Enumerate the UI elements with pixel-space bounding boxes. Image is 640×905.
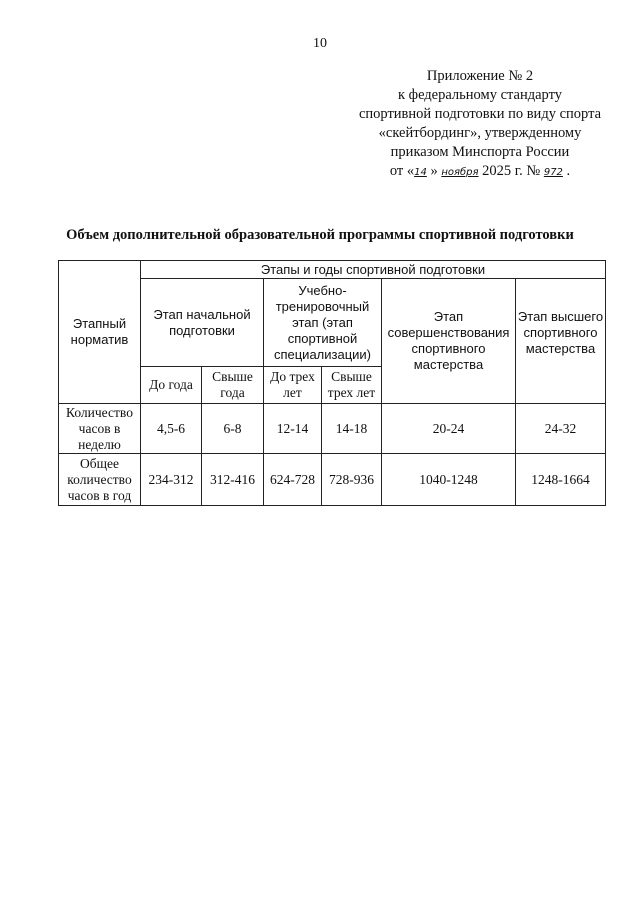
group-header: Этапы и годы спортивной подготовки xyxy=(140,260,606,279)
stage-header: Этап начальной подготовки xyxy=(140,278,264,367)
handwritten-month: ноября xyxy=(441,167,479,178)
cell: 24-32 xyxy=(515,403,606,454)
date-year: 2025 г. № xyxy=(482,163,541,179)
date-prefix: от « xyxy=(389,163,415,179)
appendix-line: Приложение № 2 xyxy=(426,68,534,84)
cell: 1040-1248 xyxy=(381,453,516,506)
row-label: Количество часов в неделю xyxy=(58,403,141,454)
date-mid: » xyxy=(430,163,438,179)
row-header: Этапный норматив xyxy=(58,260,141,404)
appendix-line: приказом Минспорта России xyxy=(390,144,570,160)
row-label: Общее количество часов в год xyxy=(58,453,141,506)
cell: 624-728 xyxy=(263,453,322,506)
appendix-line: к федеральному стандарту xyxy=(398,87,562,103)
appendix-header: Приложение № 2 к федеральному стандарту … xyxy=(340,67,620,182)
stage-header: Учебно-тренировочный этап (этап спортивн… xyxy=(263,278,382,367)
cell: 728-936 xyxy=(321,453,382,506)
sub-header: Свыше трех лет xyxy=(321,366,382,404)
stage-header: Этап совершенствования спортивного масте… xyxy=(381,278,516,404)
cell: 6-8 xyxy=(201,403,264,454)
sub-header: До трех лет xyxy=(263,366,322,404)
cell: 312-416 xyxy=(201,453,264,506)
order-date-line: от «14 » ноября 2025 г. № 972 . xyxy=(340,162,620,182)
cell: 4,5-6 xyxy=(140,403,202,454)
date-end: . xyxy=(566,163,571,179)
program-volume-table: Этапный норматив Этапы и годы спортивной… xyxy=(58,260,606,506)
cell: 234-312 xyxy=(140,453,202,506)
sub-header: До года xyxy=(140,366,202,404)
appendix-line: спортивной подготовки по виду спорта xyxy=(358,106,602,122)
sub-header: Свыше года xyxy=(201,366,264,404)
handwritten-number: 972 xyxy=(543,167,563,178)
cell: 20-24 xyxy=(381,403,516,454)
appendix-line: «скейтбординг», утвержденному xyxy=(378,125,582,141)
cell: 12-14 xyxy=(263,403,322,454)
table-row: Количество часов в неделю 4,5-6 6-8 12-1… xyxy=(58,403,606,454)
cell: 1248-1664 xyxy=(515,453,606,506)
stage-header: Этап высшего спортивного мастерства xyxy=(515,278,606,404)
cell: 14-18 xyxy=(321,403,382,454)
handwritten-day: 14 xyxy=(414,167,427,178)
page-number: 10 xyxy=(313,36,327,51)
document-title: Объем дополнительной образовательной про… xyxy=(66,227,574,243)
table-row: Общее количество часов в год 234-312 312… xyxy=(58,453,606,506)
